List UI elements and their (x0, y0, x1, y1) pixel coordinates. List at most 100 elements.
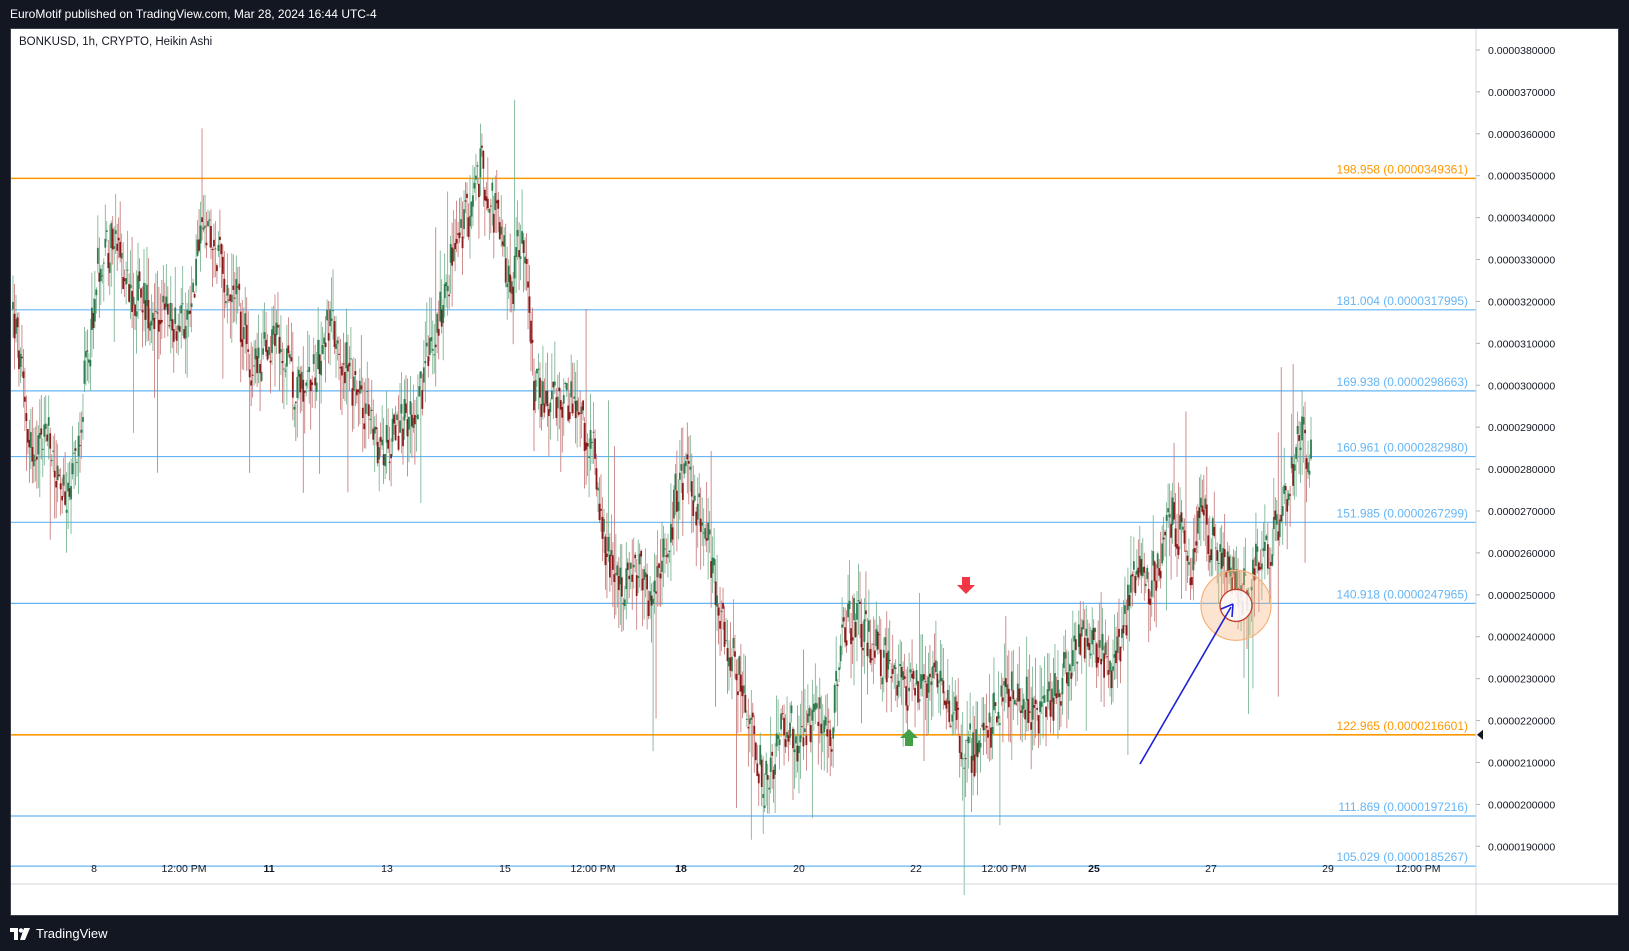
candle-body (439, 291, 442, 322)
y-tick-label: 0.0000190000 (1488, 841, 1555, 853)
candle-body (668, 550, 671, 552)
candle-body (945, 700, 948, 709)
candle-body (705, 538, 708, 541)
candle-body (836, 684, 839, 686)
candle-body (1006, 684, 1009, 694)
candle-body (38, 432, 41, 439)
candle-body (89, 359, 92, 367)
candle-body (1054, 673, 1056, 696)
candle-body (1259, 567, 1262, 570)
candle-body (156, 312, 159, 314)
candle-body (180, 305, 183, 314)
candle-body (558, 387, 561, 392)
candle-body (55, 481, 58, 488)
fib-label: 111.869 (0.0000197216) (1338, 800, 1468, 814)
candle-body (628, 575, 631, 580)
candle-body (589, 429, 592, 449)
candle-body (1201, 505, 1204, 512)
candle-body (996, 716, 998, 723)
candle-body (1092, 627, 1095, 640)
candle-body (153, 317, 156, 330)
x-tick-label: 27 (1205, 863, 1217, 875)
candle-body (1131, 574, 1134, 577)
candle-body (597, 487, 599, 491)
chart-svg[interactable]: 198.958 (0.0000349361) 181.004 (0.0000317… (11, 29, 1618, 915)
candle-body (967, 736, 970, 744)
candle-body (21, 356, 23, 359)
candle-body (79, 445, 81, 447)
candle-body (32, 454, 35, 467)
candle-body (588, 456, 590, 458)
candle-body (562, 395, 565, 404)
price-axis[interactable]: 0.0000190000 0.0000200000 0.0000210000 0.00… (1476, 45, 1555, 853)
candle-body (1277, 531, 1280, 541)
candle-body (695, 511, 698, 526)
candle-body (1070, 672, 1073, 679)
tradingview-logo-icon[interactable] (10, 927, 30, 940)
candle-body (888, 659, 891, 661)
candle-body (760, 759, 763, 787)
candle-body (726, 648, 729, 662)
candle-body (90, 307, 93, 331)
candle-body (1107, 670, 1110, 675)
y-tick-label: 0.0000270000 (1488, 506, 1555, 518)
candle-body (818, 697, 821, 709)
candle-body (1013, 700, 1016, 705)
candle-body (946, 689, 949, 704)
candle-body (1229, 567, 1232, 577)
candle-body (296, 376, 299, 398)
time-axis[interactable]: 8 12:00 PM 11 13 15 12:00 PM 18 20 22 12:00 PM 25 2… (91, 863, 1440, 875)
candle-body (202, 227, 205, 230)
candle-body (93, 299, 96, 322)
candle-body (1042, 696, 1044, 699)
candle-body (445, 282, 448, 287)
candle-body (544, 390, 547, 404)
candle-body (617, 575, 620, 591)
candle-body (1180, 512, 1183, 523)
candle-body (580, 406, 583, 414)
candle-body (1055, 693, 1058, 699)
candle-body (878, 634, 881, 636)
candle-body (838, 667, 841, 670)
candle-body (98, 272, 101, 282)
candle-body (923, 674, 925, 680)
candle-body (1159, 570, 1162, 579)
candle-body (1025, 676, 1028, 701)
candle-body (1304, 429, 1306, 434)
candle-body (1265, 535, 1268, 540)
y-tick-label: 0.0000360000 (1488, 129, 1555, 141)
candle-body (909, 669, 912, 673)
candle-body (1094, 628, 1097, 632)
candle-body (1199, 497, 1202, 508)
candle-body (1214, 547, 1217, 549)
candle-body (466, 193, 468, 198)
candle-body (458, 232, 461, 239)
x-tick-label: 11 (263, 863, 274, 875)
candle-body (280, 349, 282, 352)
candle-body (1177, 546, 1180, 555)
candle-body (716, 595, 718, 607)
candle-body (675, 490, 678, 512)
candle-body (860, 624, 863, 648)
candle-body (708, 529, 711, 535)
candle-body (775, 733, 778, 747)
candle-body (859, 601, 861, 605)
candle-body (698, 493, 701, 498)
candle-body (34, 459, 37, 461)
candle-body (192, 282, 195, 293)
candle-body (339, 367, 342, 369)
candle-body (291, 371, 294, 398)
candle-body (933, 662, 936, 668)
brand-name[interactable]: TradingView (36, 926, 108, 941)
fib-label: 160.961 (0.0000282980) (1337, 441, 1468, 455)
candle-body (113, 246, 116, 249)
candle-body (692, 500, 695, 517)
candle-body (344, 371, 346, 384)
candle-body (954, 696, 957, 711)
candle-body (987, 730, 989, 738)
chart-frame[interactable]: 198.958 (0.0000349361) 181.004 (0.0000317… (10, 28, 1619, 916)
candle-body (1256, 546, 1259, 552)
candle-body (1037, 715, 1040, 734)
candle-body (372, 428, 375, 440)
candle-body (1012, 690, 1015, 700)
